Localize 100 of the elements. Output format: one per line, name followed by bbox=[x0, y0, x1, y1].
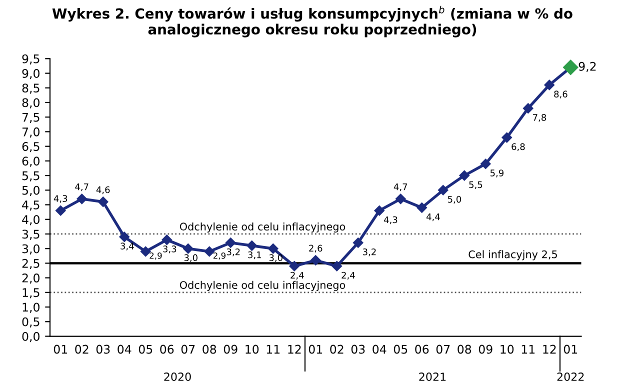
data-label: 4,3 bbox=[54, 195, 68, 203]
ref-line-label: Odchylenie od celu inflacyjnego bbox=[180, 280, 346, 291]
data-label: 3,0 bbox=[184, 254, 198, 262]
x-tick-label: 07 bbox=[181, 344, 195, 354]
data-label: 2,4 bbox=[290, 272, 304, 280]
point bbox=[374, 205, 384, 216]
x-tick-label: 05 bbox=[394, 344, 408, 354]
data-label: 3,1 bbox=[248, 251, 261, 260]
y-tick-label: 4,5 bbox=[22, 200, 40, 211]
y-tick-label: 5,5 bbox=[22, 171, 40, 182]
data-label: 9,2 bbox=[578, 62, 596, 72]
point bbox=[56, 205, 66, 216]
y-tick-label: 9,5 bbox=[22, 54, 40, 65]
x-tick-label: 09 bbox=[224, 344, 238, 354]
chart-title: Wykres 2. Ceny towarów i usług konsumpcyjnych$^{b}$ (zmiana w % do analogicznego okresu roku poprzedniego) bbox=[52, 6, 572, 38]
point bbox=[416, 202, 427, 213]
data-label: 2,9 bbox=[150, 252, 162, 260]
y-tick-label: 1,5 bbox=[22, 288, 40, 298]
point bbox=[226, 238, 236, 248]
data-label: 7,8 bbox=[533, 114, 546, 122]
x-tick-label: 05 bbox=[138, 344, 152, 354]
x-tick-label: 03 bbox=[96, 344, 110, 354]
y-tick-label: 7,0 bbox=[22, 127, 40, 138]
point bbox=[396, 194, 406, 204]
point bbox=[119, 232, 130, 242]
y-tick-label: 1,0 bbox=[22, 302, 40, 313]
data-label: 2,9 bbox=[213, 252, 226, 260]
y-tick-label: 9,0 bbox=[22, 68, 40, 80]
y-tick-label: 4,0 bbox=[22, 215, 40, 226]
x-tick-label: 01 bbox=[564, 344, 578, 354]
x-tick-label: 06 bbox=[160, 344, 174, 354]
y-tick-label: 7,5 bbox=[22, 112, 40, 123]
point bbox=[183, 243, 194, 254]
x-tick-label: 12 bbox=[543, 344, 556, 354]
x-tick-label: 08 bbox=[458, 344, 472, 354]
point bbox=[162, 234, 172, 245]
text: 2020 bbox=[164, 372, 191, 381]
point bbox=[523, 103, 534, 114]
x-tick-label: 01 bbox=[54, 344, 68, 354]
point bbox=[480, 158, 491, 169]
y-tick-label: 6,0 bbox=[22, 156, 40, 167]
x-tick-label: 10 bbox=[246, 344, 259, 354]
y-tick-label: 8,0 bbox=[22, 98, 40, 108]
data-label: 3,3 bbox=[163, 246, 176, 254]
x-tick-label: 07 bbox=[436, 344, 450, 354]
data-label: 4,7 bbox=[75, 184, 88, 192]
data-label: 5,5 bbox=[469, 181, 482, 190]
x-tick-label: 11 bbox=[266, 344, 280, 354]
x-tick-label: 08 bbox=[202, 344, 216, 354]
x-tick-label: 09 bbox=[478, 344, 492, 354]
data-label: 5,9 bbox=[490, 170, 504, 178]
data-label: 6,8 bbox=[512, 143, 525, 152]
data-label: 2,4 bbox=[342, 272, 355, 280]
x-tick-label: 02 bbox=[75, 344, 88, 354]
point bbox=[544, 80, 554, 90]
point bbox=[76, 194, 87, 204]
ref-line-label: Odchylenie od celu inflacyjnego bbox=[180, 222, 346, 233]
x-tick-label: 06 bbox=[415, 344, 429, 354]
point bbox=[353, 238, 364, 248]
data-label: 3,4 bbox=[120, 242, 134, 250]
data-label: 4,4 bbox=[426, 214, 440, 222]
point bbox=[140, 246, 151, 257]
y-tick-label: 2,0 bbox=[22, 274, 40, 284]
x-tick-label: 12 bbox=[288, 344, 301, 354]
x-tick-label: 10 bbox=[500, 344, 514, 354]
point bbox=[459, 170, 470, 181]
point bbox=[268, 243, 278, 254]
point bbox=[332, 261, 342, 272]
y-tick-label: 0,5 bbox=[22, 317, 40, 328]
text: 2021 bbox=[419, 372, 446, 381]
point bbox=[438, 185, 448, 196]
point bbox=[289, 261, 300, 272]
data-label: 3,2 bbox=[226, 248, 240, 256]
y-tick-label: 6,5 bbox=[22, 142, 40, 152]
y-tick-label: 0,0 bbox=[22, 332, 40, 342]
x-tick-label: 03 bbox=[351, 344, 365, 354]
data-label: 8,6 bbox=[554, 90, 568, 98]
y-tick-label: 5,0 bbox=[22, 186, 40, 196]
y-tick-label: 3,0 bbox=[22, 244, 40, 254]
point bbox=[502, 132, 512, 143]
point bbox=[310, 255, 321, 266]
text: 2022 bbox=[557, 372, 584, 381]
y-tick-label: 8,5 bbox=[22, 84, 40, 94]
y-tick-label: 3,5 bbox=[22, 230, 40, 240]
data-label: 4,6 bbox=[96, 186, 110, 194]
point bbox=[98, 196, 108, 207]
x-tick-label: 02 bbox=[330, 344, 344, 354]
data-label: 4,7 bbox=[394, 184, 408, 192]
data-label: 5,0 bbox=[448, 196, 462, 204]
x-tick-label: 11 bbox=[522, 344, 535, 354]
data-label: 3,0 bbox=[269, 254, 282, 262]
ref-line-label: Cel inflacyjny 2,5 bbox=[468, 250, 557, 260]
data-label: 4,3 bbox=[384, 216, 398, 224]
y-tick-label: 2,5 bbox=[22, 258, 40, 270]
point bbox=[246, 240, 257, 251]
x-tick-label: 04 bbox=[118, 344, 132, 354]
data-label: 2,6 bbox=[309, 244, 322, 253]
x-tick-label: 04 bbox=[372, 344, 386, 354]
data-label: 3,2 bbox=[362, 248, 376, 256]
point bbox=[204, 246, 214, 257]
